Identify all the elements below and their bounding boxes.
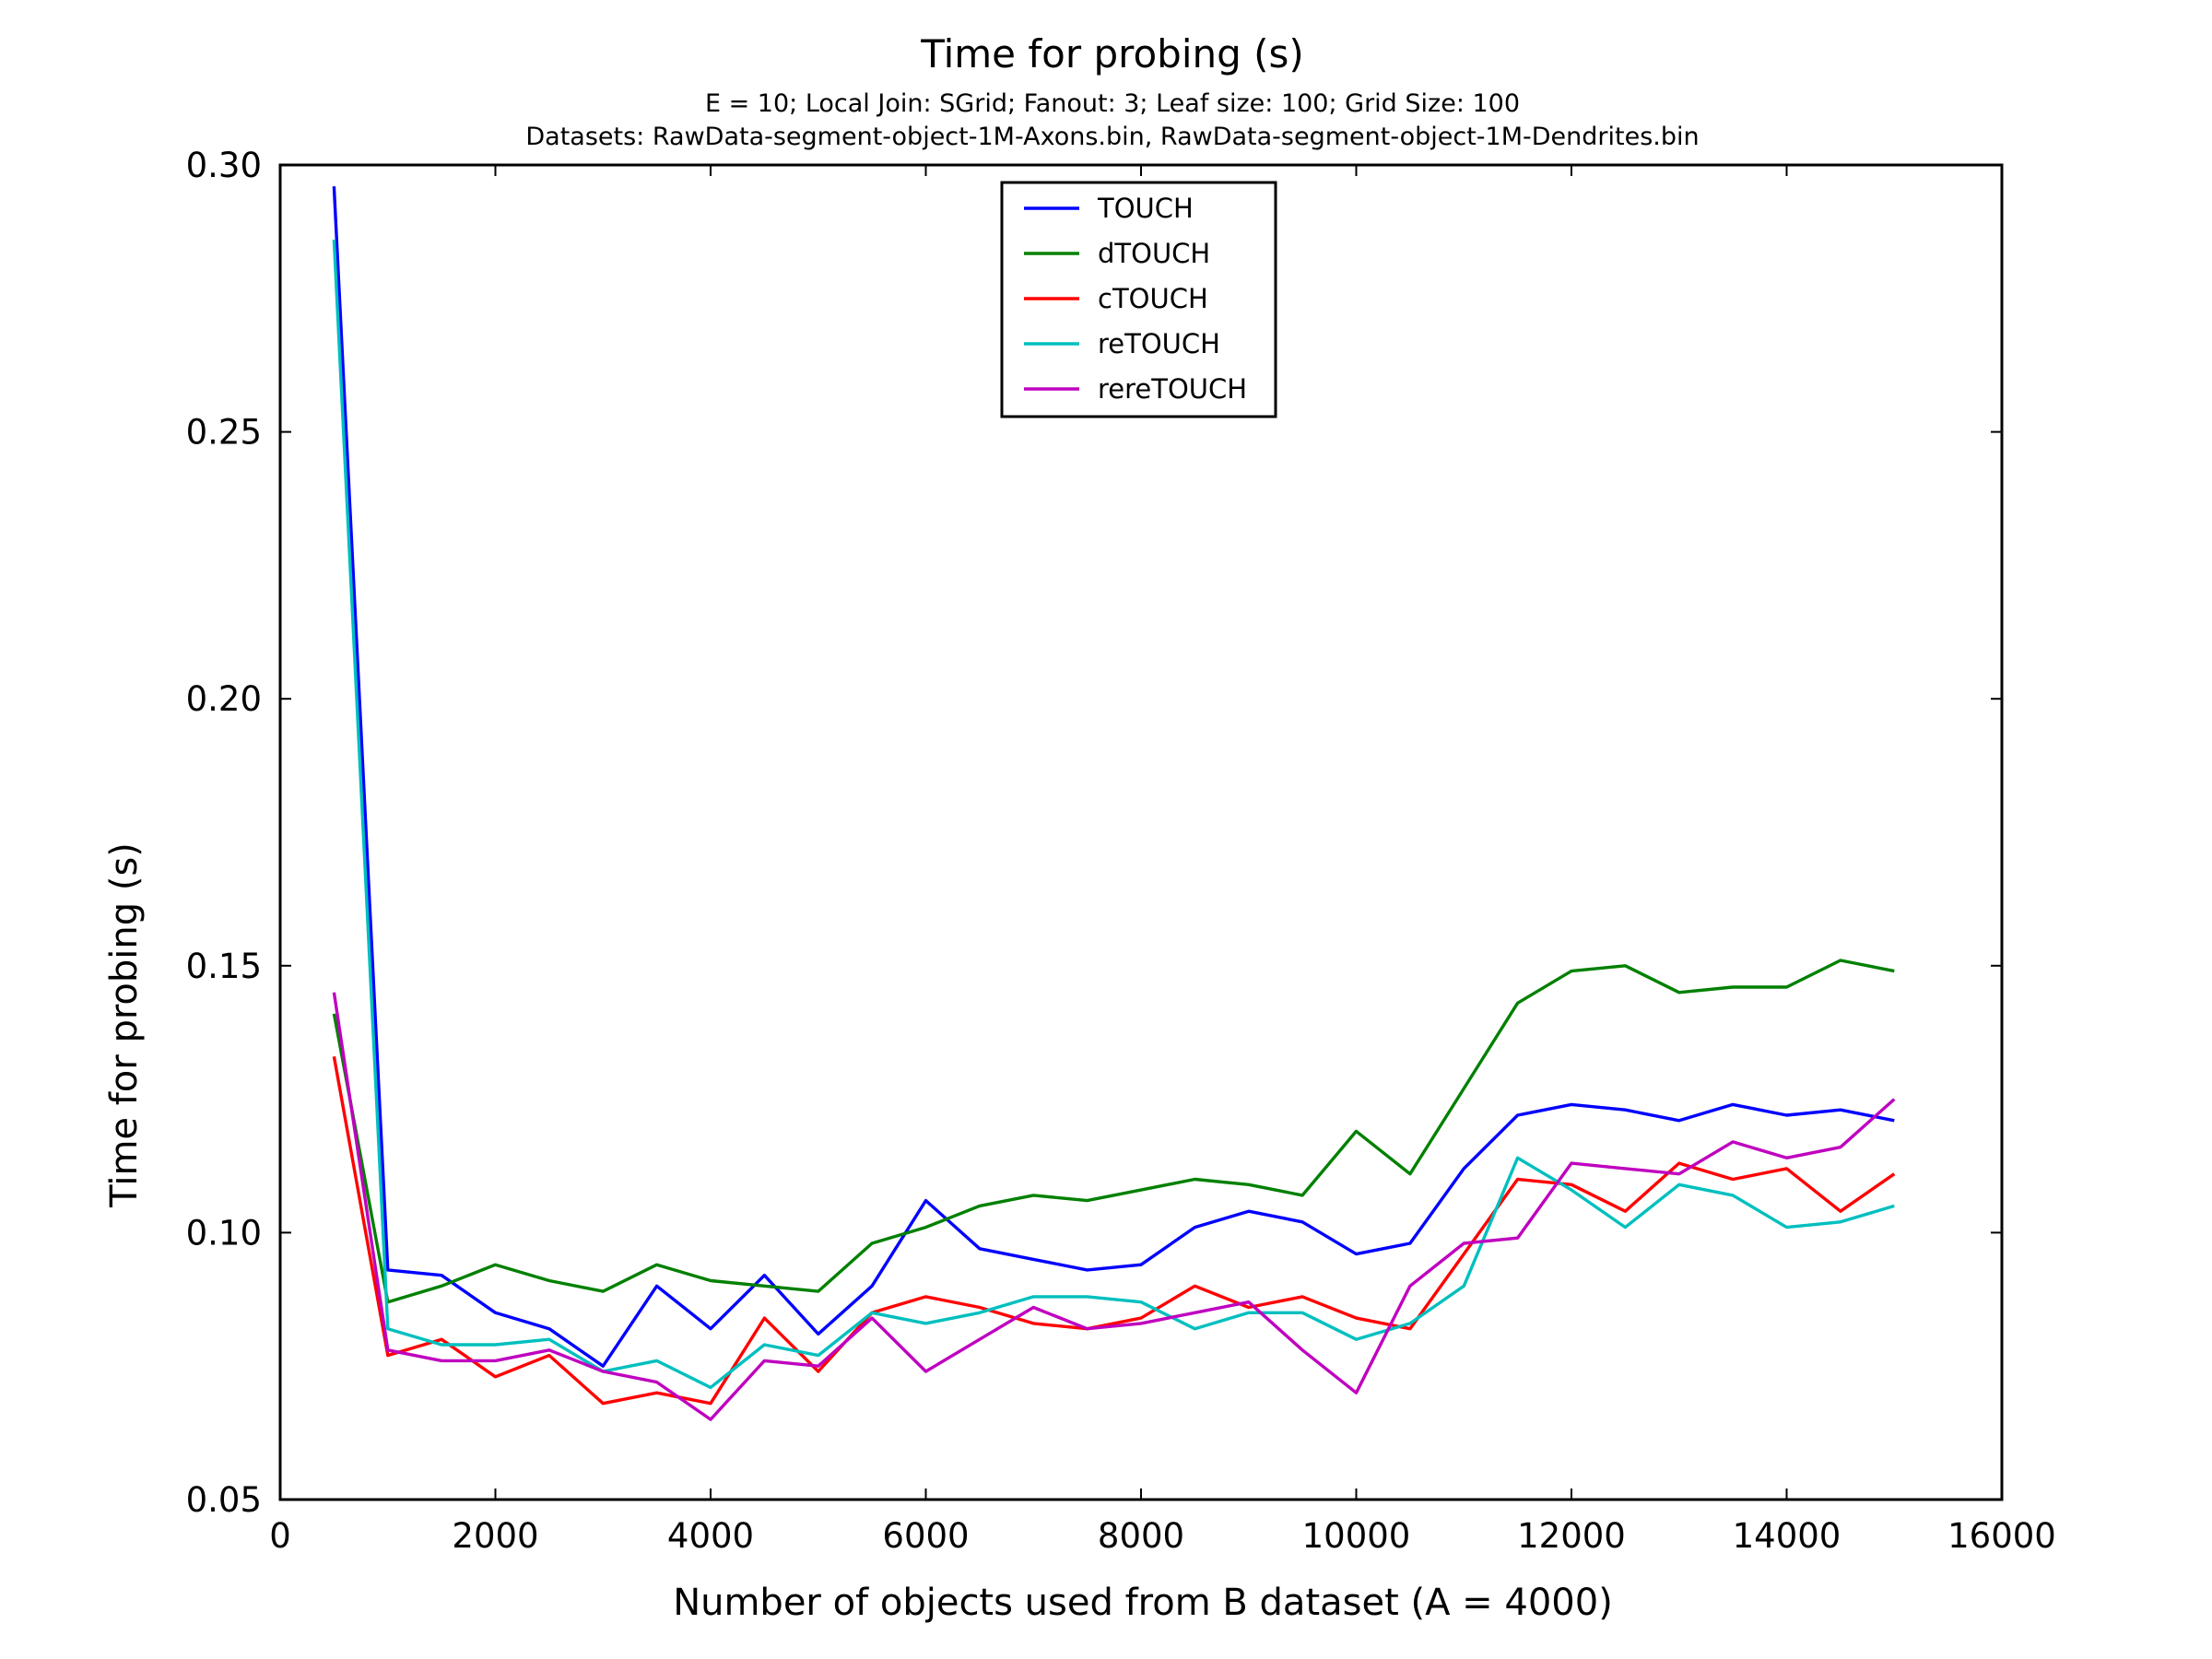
y-tick-label: 0.20 — [186, 679, 262, 719]
x-tick-label: 2000 — [452, 1516, 538, 1556]
y-tick-label: 0.25 — [186, 413, 262, 453]
x-tick-label: 8000 — [1098, 1516, 1184, 1556]
y-axis-label: Time for probing (s) — [103, 842, 146, 1208]
series-line-dtouch — [332, 959, 1895, 1304]
x-tick-label: 0 — [269, 1516, 291, 1556]
x-tick-label: 10000 — [1302, 1516, 1411, 1556]
chart-title: Time for probing (s) — [920, 31, 1304, 76]
series-line-ctouch — [332, 1055, 1896, 1406]
plot-area: 0 2000 4000 6000 8000 10000 12000 14000 16000 0.0… — [186, 146, 2056, 1556]
legend-label-ctouch: cTOUCH — [1098, 283, 1208, 314]
legend-label-touch: TOUCH — [1097, 193, 1194, 224]
series-line-retouch — [332, 240, 1895, 1390]
x-tick-label: 6000 — [882, 1516, 969, 1556]
y-tick-label: 0.15 — [186, 947, 262, 986]
legend: TOUCH dTOUCH cTOUCH reTOUCH rereTOUCH — [1000, 181, 1277, 418]
x-tick-label: 12000 — [1517, 1516, 1626, 1556]
chart-subtitle-line-2: Datasets: RawData-segment-object-1M-Axon… — [525, 123, 1699, 151]
series-line-touch — [332, 186, 1895, 1368]
legend-label-dtouch: dTOUCH — [1098, 238, 1210, 269]
legend-label-reretouch: rereTOUCH — [1098, 373, 1247, 405]
y-tick-label: 0.10 — [186, 1213, 262, 1253]
y-tick-label: 0.05 — [186, 1480, 262, 1520]
chart-subtitle-line-1: E = 10; Local Join: SGrid; Fanout: 3; Le… — [705, 89, 1520, 118]
series-line-reretouch — [332, 992, 1896, 1421]
x-tick-label: 14000 — [1733, 1516, 1841, 1556]
y-tick-label: 0.30 — [186, 146, 262, 185]
legend-label-retouch: reTOUCH — [1098, 328, 1220, 359]
x-tick-label: 16000 — [1947, 1516, 2056, 1556]
x-tick-label: 4000 — [667, 1516, 754, 1556]
x-axis-label: Number of objects used from B dataset (A… — [673, 1582, 1613, 1624]
